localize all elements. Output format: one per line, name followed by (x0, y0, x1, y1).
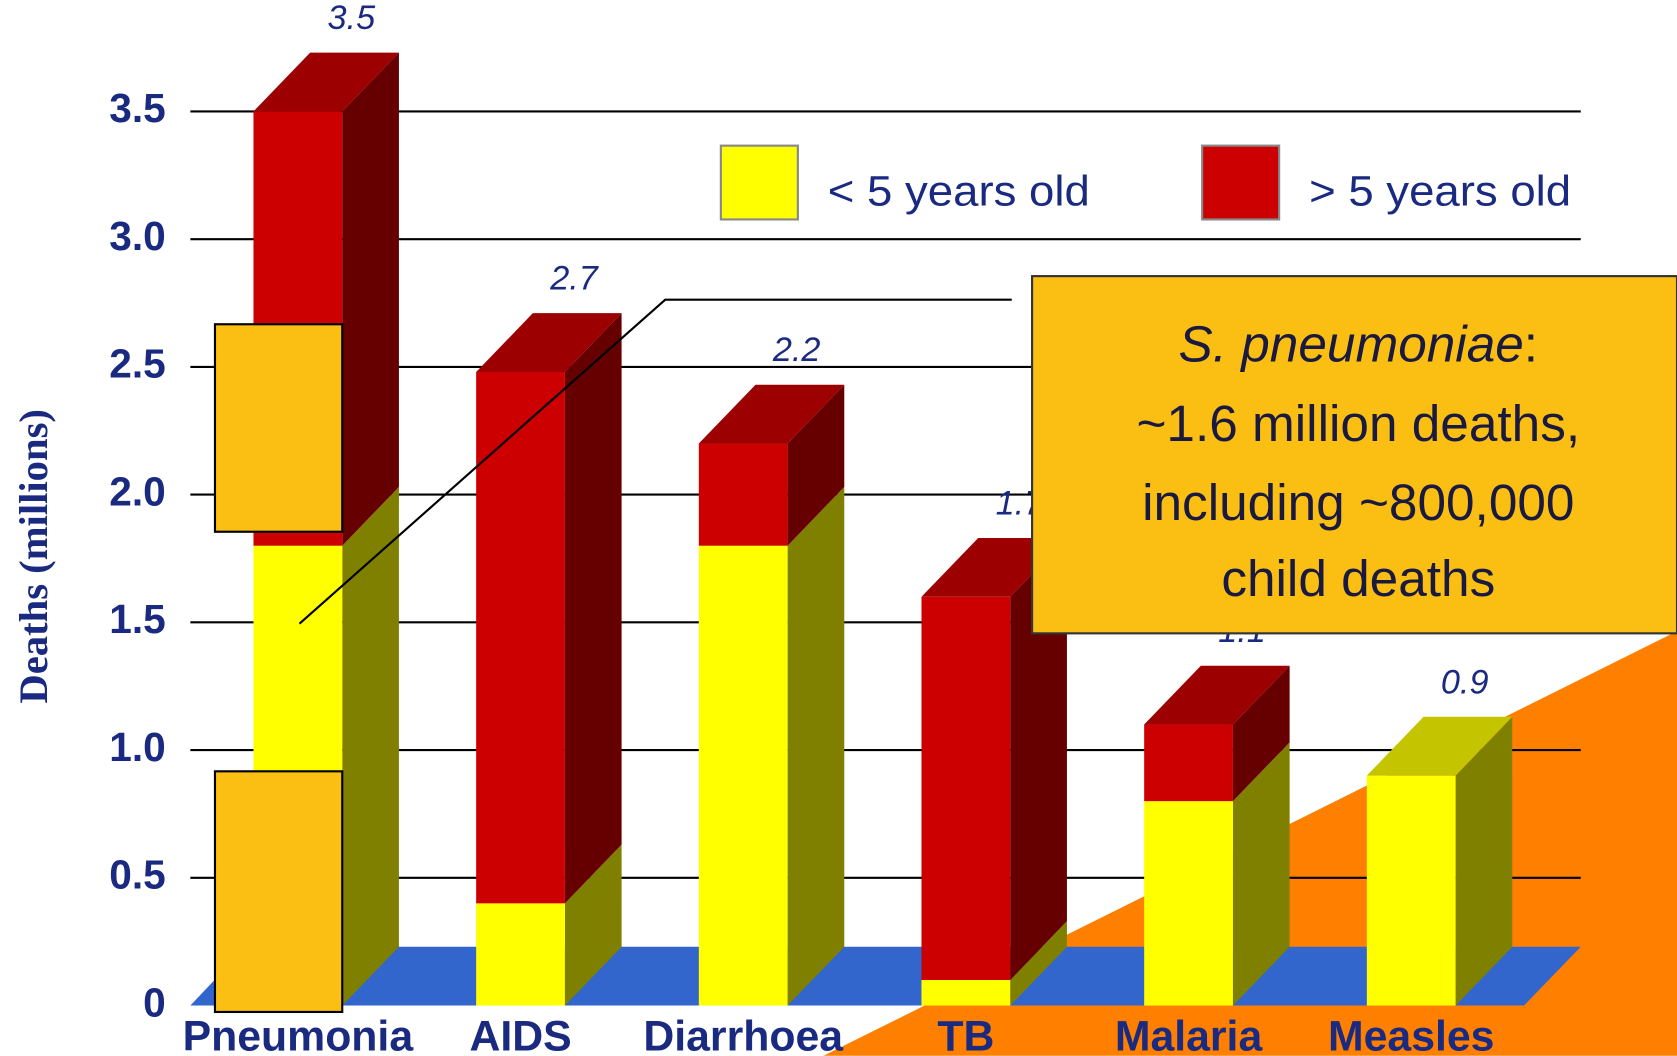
bar-side (564, 313, 622, 904)
highlight-box (213, 323, 344, 533)
x-tick-label: Malaria (1115, 1012, 1264, 1056)
y-tick-label: 2.5 (109, 341, 165, 387)
bar-side (1010, 537, 1067, 980)
legend-label: > 5 years old (1309, 168, 1571, 216)
bar-segment (1144, 801, 1233, 1006)
bar-side (342, 486, 399, 1006)
bar-side (342, 52, 399, 546)
y-axis-label: Deaths (millions) (11, 409, 56, 704)
bar-top (698, 384, 845, 444)
bar-side (1232, 742, 1290, 1006)
y-tick-label: 2.0 (109, 468, 165, 514)
bar-segment (698, 545, 788, 1006)
x-tick-label: TB (937, 1012, 994, 1056)
bar-side (1455, 716, 1513, 1006)
total-label: 2.7 (549, 260, 600, 298)
callout-suffix: : (1524, 316, 1538, 373)
bar-segment (476, 903, 565, 1006)
bar-side (787, 384, 845, 546)
x-tick-label: AIDS (469, 1012, 571, 1056)
total-label: 3.5 (328, 0, 377, 37)
legend-label: < 5 years old (828, 168, 1090, 216)
y-tick-label: 0.5 (109, 852, 165, 898)
bar-segment (1144, 724, 1233, 802)
bar-top (921, 537, 1067, 597)
total-label: 2.2 (772, 331, 821, 369)
bar-side (1010, 921, 1067, 1006)
callout-line-text: ~1.6 million deaths, (1136, 395, 1580, 452)
bar-top (253, 52, 399, 112)
y-tick-label: 3.0 (109, 213, 165, 259)
highlight-box (213, 770, 344, 1014)
bar-side (564, 844, 622, 1006)
callout-title: S. pneumoniae: (1179, 316, 1539, 373)
legend-swatch (719, 144, 799, 221)
callout-italic: S. pneumoniae (1179, 316, 1524, 373)
y-tick-label: 3.5 (109, 85, 165, 131)
bar-segment (476, 371, 565, 904)
x-tick-label: Pneumonia (183, 1012, 415, 1056)
y-tick-label: 1.5 (109, 596, 165, 642)
callout-line-text: child deaths (1221, 550, 1495, 607)
bar-top (476, 313, 622, 372)
callout-line (298, 298, 1012, 625)
legend: < 5 years old > 5 years old (719, 144, 1571, 221)
bar-top (1144, 665, 1290, 725)
bar-segment (698, 443, 788, 546)
bar-segment (1366, 775, 1456, 1006)
callout-line-text: including ~800,000 (1142, 474, 1574, 531)
x-tick-label: Diarrhoea (643, 1012, 844, 1056)
total-label: 0.9 (1441, 663, 1489, 701)
bar-segment (921, 979, 1011, 1006)
x-tick-label: Measles (1328, 1012, 1494, 1056)
bar-top (1366, 716, 1513, 776)
y-tick-label: 0 (143, 979, 166, 1025)
legend-swatch (1201, 144, 1281, 221)
bar-side (787, 486, 845, 1006)
bar-segment (921, 596, 1011, 980)
bar-side (1232, 665, 1290, 802)
y-tick-label: 1.0 (109, 724, 165, 770)
callout-box (1031, 275, 1677, 635)
